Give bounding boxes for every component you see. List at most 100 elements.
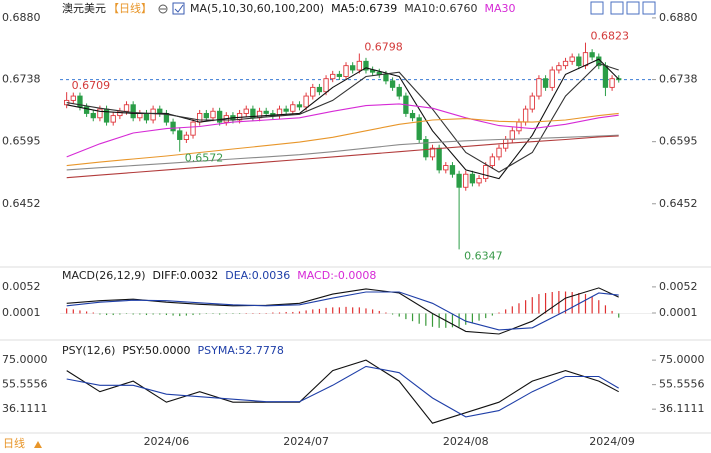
candle-body (203, 112, 209, 119)
y-tick-label-left: 0.0052 (2, 280, 41, 293)
y-tick-label-left: 0.6452 (2, 197, 41, 210)
legend-label: DEA:0.0036 (225, 269, 290, 282)
candle-body (310, 86, 316, 97)
candle-body (316, 86, 323, 93)
toolbar-button[interactable] (642, 1, 656, 15)
candle-body (383, 73, 389, 82)
candle-body (396, 86, 402, 97)
candle-body (529, 95, 535, 110)
candle-body (449, 165, 456, 175)
toolbar-button[interactable] (610, 1, 624, 15)
candle-body (556, 65, 562, 71)
candle-body (443, 165, 449, 171)
candle-body (569, 56, 575, 62)
series-line (66, 134, 619, 171)
candle-body (263, 110, 269, 114)
price-annotation: 0.6709 (72, 79, 111, 92)
candle-body (602, 65, 609, 88)
candle-body (463, 173, 469, 188)
price-annotation: 0.6798 (364, 41, 403, 54)
y-tick-label-right: 0.6738 (659, 73, 698, 86)
price-annotation: 0.6347 (464, 249, 503, 262)
candle-body (576, 56, 582, 67)
x-tick-label: 2024/07 (283, 435, 329, 448)
candle-body (330, 73, 336, 80)
candle-body (123, 104, 130, 112)
candle-body (356, 60, 362, 71)
candle-body (516, 121, 522, 132)
legend-label: MA(5,10,30,60,100,200) (190, 2, 324, 15)
candle-body (469, 173, 476, 184)
period-selector[interactable]: 【日线】 (108, 1, 152, 15)
series-line (66, 287, 619, 335)
y-tick-label-left: 0.6595 (2, 135, 41, 148)
legend-label: MACD(26,12,9) (62, 269, 146, 282)
candle-body (130, 104, 136, 119)
candle-body (429, 147, 436, 158)
candle-body (549, 69, 555, 88)
y-tick-label-right: 0.0052 (659, 280, 698, 293)
candle-body (542, 78, 549, 88)
candle-body (296, 104, 303, 108)
candle-body (589, 52, 595, 58)
y-tick-label-right: 0.6880 (659, 11, 698, 24)
candle-body (389, 80, 396, 88)
candle-body (582, 52, 589, 67)
y-tick-label-right: 55.5556 (659, 378, 705, 391)
candle-body (197, 112, 203, 123)
candle-body (216, 110, 223, 123)
y-tick-label-right: 75.0000 (659, 353, 705, 366)
candle-body (243, 108, 249, 114)
candle-body (83, 106, 90, 114)
price-annotation: 0.6823 (590, 30, 629, 43)
candle-body (496, 147, 502, 158)
toggle-icon[interactable] (158, 4, 168, 14)
candle-body (363, 60, 369, 71)
candle-body (157, 108, 163, 114)
x-tick-label: 2024/06 (144, 435, 190, 448)
y-tick-label-left: 55.5556 (2, 378, 48, 391)
footer-period[interactable]: 日线 (3, 436, 25, 450)
candle-body (290, 104, 296, 112)
indicator-checkbox[interactable] (172, 2, 185, 15)
symbol: 澳元美元 (62, 2, 106, 15)
legend-label: PSY(12,6) (62, 344, 115, 357)
candle-body (336, 73, 343, 77)
y-tick-label-right: 0.6452 (659, 197, 698, 210)
series-line (66, 365, 619, 418)
series-line (66, 135, 619, 179)
series-line (66, 62, 619, 173)
legend-label: MACD:-0.0008 (297, 269, 376, 282)
candle-body (256, 110, 263, 119)
toolbar-button[interactable] (590, 1, 604, 15)
candle-body (409, 112, 416, 119)
legend-label: MA10:0.6760 (404, 2, 477, 15)
x-tick-label: 2024/09 (589, 435, 635, 448)
series-line (66, 58, 620, 180)
candle-body (350, 65, 356, 71)
y-tick-label-left: 0.0001 (2, 306, 41, 319)
candle-body (70, 95, 76, 101)
legend-label: MA5:0.6739 (331, 2, 397, 15)
legend-label: DIFF:0.0032 (153, 269, 219, 282)
candle-body (283, 108, 289, 112)
toolbar-button[interactable] (626, 1, 640, 15)
legend-label: PSYMA:52.7778 (198, 344, 284, 357)
indicator-checkbox-check (174, 4, 184, 13)
series-line (66, 291, 619, 331)
candle-body (150, 108, 156, 121)
candle-body (190, 121, 196, 136)
candle-body (103, 108, 110, 123)
y-tick-label-left: 0.6880 (2, 11, 41, 24)
y-tick-label-left: 36.1111 (2, 402, 48, 415)
candle-body (143, 112, 150, 121)
footer-arrow (34, 441, 42, 448)
candle-body (536, 78, 542, 97)
y-tick-label-right: 0.0001 (659, 306, 698, 319)
y-tick-label-right: 36.1111 (659, 402, 705, 415)
candle-body (562, 60, 569, 67)
candle-body (476, 178, 482, 184)
